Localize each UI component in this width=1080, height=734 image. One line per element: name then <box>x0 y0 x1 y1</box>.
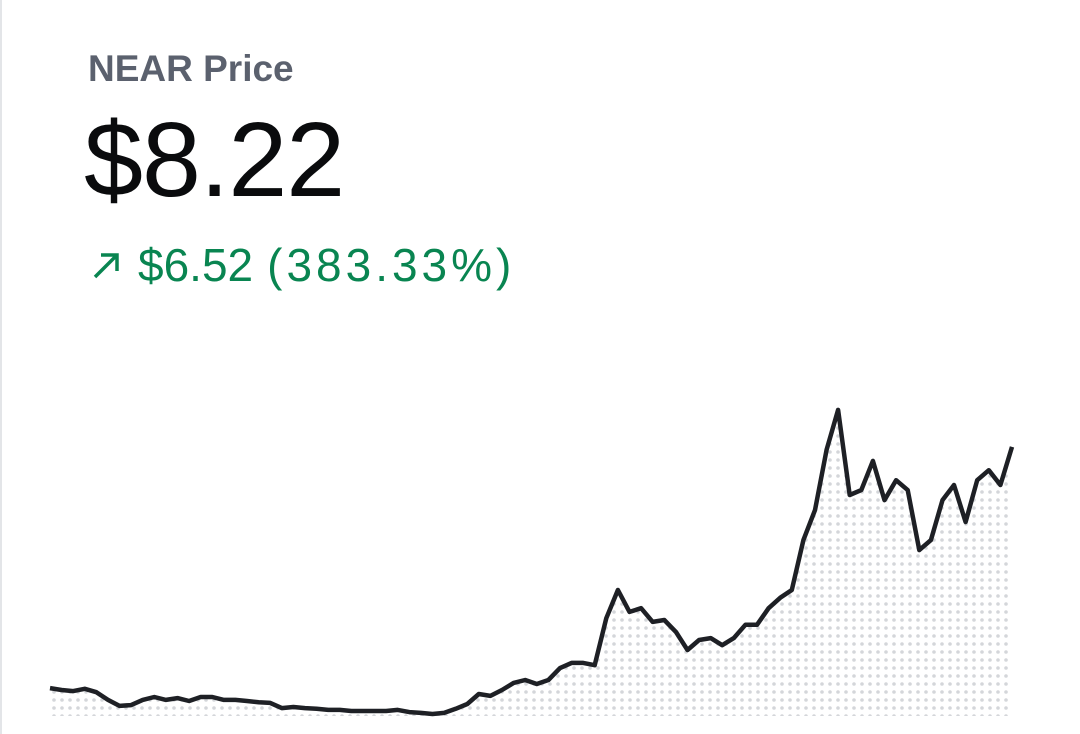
price-line <box>49 407 1015 717</box>
change-percent: (383.33%) <box>267 239 516 291</box>
change-amount: $6.52 <box>138 239 254 291</box>
price: $8.22 <box>84 101 345 219</box>
title: NEAR Price <box>88 48 294 89</box>
price-change: $6.52 (383.33%) <box>90 238 515 292</box>
up-arrow-icon <box>93 253 119 279</box>
area <box>50 409 1012 716</box>
